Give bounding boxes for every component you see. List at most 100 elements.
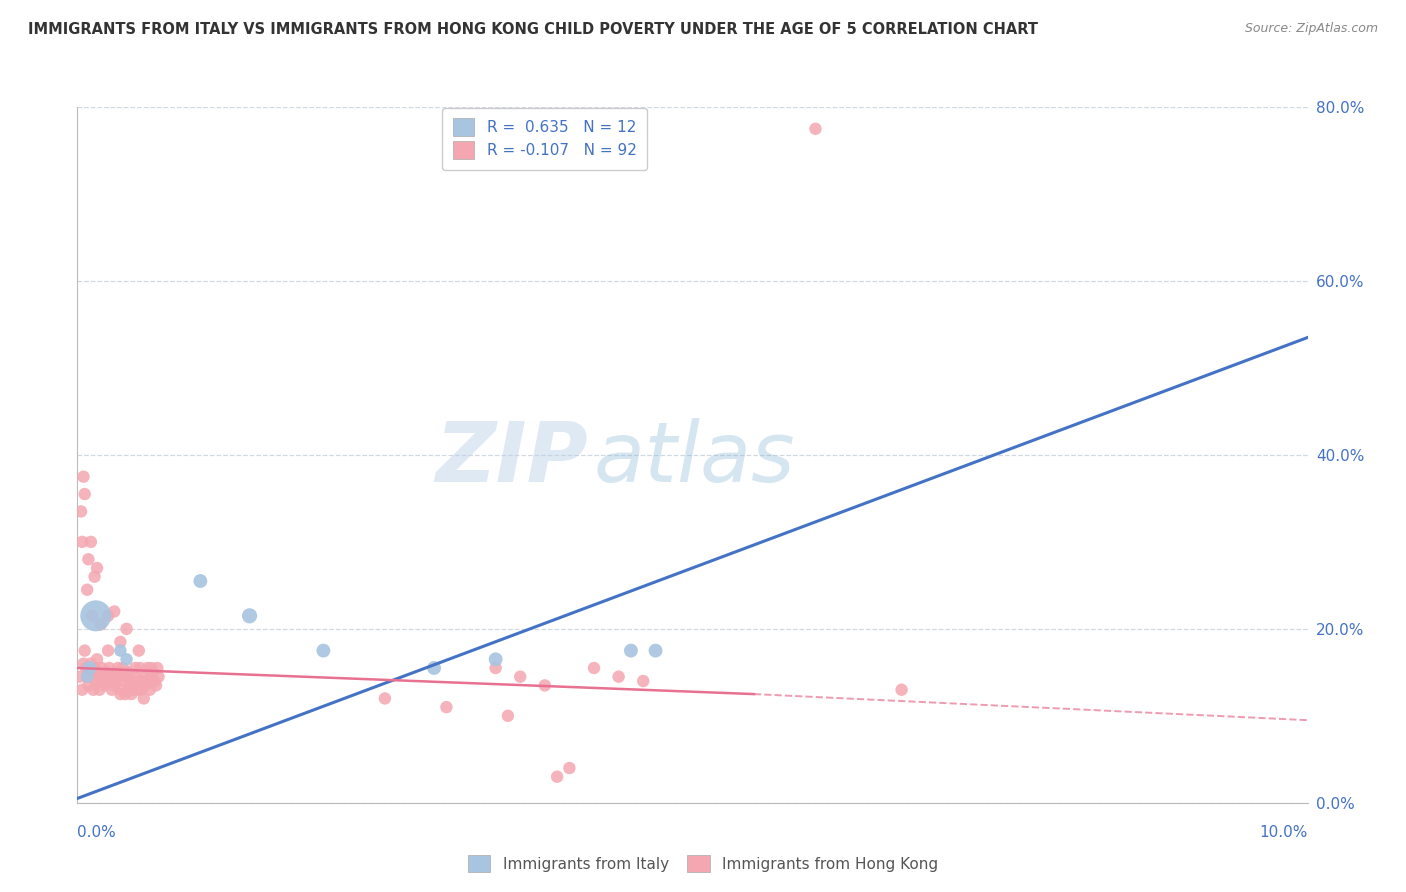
Point	[79, 661, 101, 675]
Point	[90, 661, 114, 675]
Point	[89, 682, 111, 697]
Point	[644, 643, 666, 657]
Point	[127, 682, 149, 697]
Point	[69, 670, 91, 684]
Legend: R =  0.635   N = 12, R = -0.107   N = 92: R = 0.635 N = 12, R = -0.107 N = 92	[443, 108, 647, 169]
Point	[73, 487, 96, 501]
Point	[83, 661, 105, 675]
Point	[125, 670, 148, 684]
Point	[112, 674, 135, 689]
Text: IMMIGRANTS FROM ITALY VS IMMIGRANTS FROM HONG KONG CHILD POVERTY UNDER THE AGE O: IMMIGRANTS FROM ITALY VS IMMIGRANTS FROM…	[28, 22, 1038, 37]
Point	[90, 674, 112, 689]
Point	[148, 670, 170, 684]
Text: atlas: atlas	[595, 417, 796, 499]
Point	[633, 674, 655, 689]
Point	[72, 657, 94, 671]
Legend: Immigrants from Italy, Immigrants from Hong Kong: Immigrants from Italy, Immigrants from H…	[460, 847, 946, 880]
Point	[103, 605, 125, 619]
Point	[129, 682, 153, 697]
Point	[80, 534, 103, 549]
Point	[436, 700, 458, 714]
Point	[131, 674, 153, 689]
Point	[82, 670, 104, 684]
Point	[496, 708, 519, 723]
Point	[114, 687, 136, 701]
Point	[100, 674, 122, 689]
Point	[139, 682, 162, 697]
Point	[583, 661, 606, 675]
Point	[101, 682, 124, 697]
Point	[70, 534, 93, 549]
Point	[84, 608, 107, 623]
Text: ZIP: ZIP	[436, 417, 588, 499]
Point	[70, 504, 93, 518]
Point	[97, 643, 120, 657]
Point	[485, 652, 508, 666]
Point	[76, 670, 98, 684]
Point	[121, 682, 143, 697]
Point	[239, 608, 262, 623]
Point	[134, 678, 156, 692]
Point	[509, 670, 531, 684]
Point	[534, 678, 557, 692]
Point	[79, 665, 101, 680]
Point	[107, 661, 129, 675]
Point	[129, 661, 152, 675]
Point	[97, 608, 120, 623]
Point	[96, 665, 118, 680]
Point	[146, 661, 169, 675]
Point	[546, 770, 568, 784]
Point	[141, 665, 163, 680]
Point	[145, 678, 167, 692]
Point	[111, 682, 132, 697]
Point	[84, 674, 107, 689]
Point	[94, 674, 117, 689]
Point	[82, 682, 104, 697]
Point	[120, 674, 142, 689]
Point	[188, 574, 212, 588]
Point	[73, 643, 96, 657]
Point	[87, 665, 110, 680]
Point	[115, 622, 138, 636]
Point	[70, 682, 93, 697]
Point	[607, 670, 630, 684]
Point	[138, 674, 160, 689]
Point	[76, 582, 98, 597]
Point	[111, 661, 134, 675]
Point	[105, 665, 128, 680]
Point	[101, 670, 124, 684]
Point	[82, 608, 104, 623]
Point	[86, 561, 108, 575]
Point	[890, 682, 912, 697]
Point	[72, 469, 94, 483]
Point	[110, 635, 132, 649]
Point	[80, 657, 103, 671]
Point	[128, 674, 150, 689]
Point	[620, 643, 643, 657]
Point	[77, 678, 100, 692]
Point	[374, 691, 396, 706]
Point	[143, 674, 166, 689]
Point	[122, 674, 145, 689]
Point	[135, 670, 157, 684]
Point	[104, 674, 127, 689]
Point	[124, 661, 146, 675]
Point	[136, 661, 159, 675]
Point	[86, 652, 108, 666]
Point	[93, 678, 115, 692]
Point	[103, 678, 125, 692]
Point	[312, 643, 335, 657]
Point	[423, 661, 446, 675]
Point	[98, 661, 121, 675]
Point	[76, 670, 98, 684]
Point	[141, 661, 163, 675]
Text: Source: ZipAtlas.com: Source: ZipAtlas.com	[1244, 22, 1378, 36]
Point	[115, 652, 138, 666]
Point	[121, 687, 143, 701]
Point	[77, 552, 100, 566]
Point	[110, 687, 132, 701]
Point	[108, 670, 131, 684]
Point	[83, 570, 105, 584]
Point	[110, 643, 132, 657]
Point	[75, 661, 97, 675]
